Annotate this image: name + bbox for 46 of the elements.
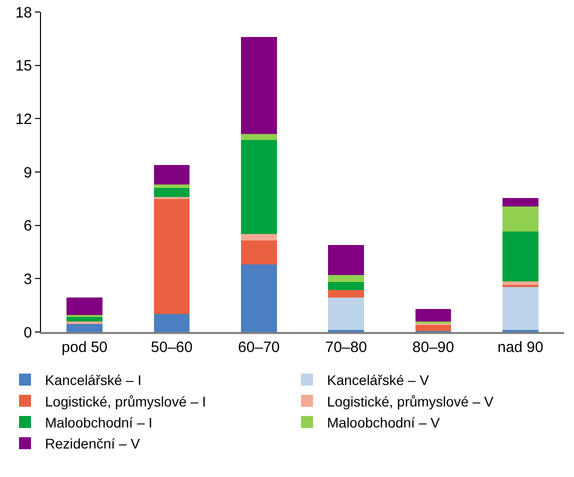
x-tick-label: 70–80 — [325, 339, 367, 356]
bar — [241, 234, 277, 240]
bar — [502, 198, 538, 207]
x-tick-label: pod 50 — [62, 339, 108, 356]
bar — [328, 244, 364, 276]
bar — [241, 36, 277, 134]
bar — [154, 314, 190, 332]
legend-label: Logistické, průmyslové – V — [327, 393, 494, 410]
y-tick-label: 15 — [15, 58, 32, 75]
legend-label: Maloobchodní – I — [45, 414, 152, 430]
x-tick-label: 60–70 — [238, 339, 280, 356]
bar — [328, 297, 364, 330]
bar — [66, 321, 102, 324]
y-tick-label: 18 — [15, 4, 32, 22]
bar — [415, 324, 452, 332]
y-tick-label: 9 — [24, 164, 32, 182]
legend-label: Maloobchodní – V — [327, 414, 441, 430]
bar — [66, 298, 102, 315]
x-tick-label: 50–60 — [150, 339, 193, 356]
bar — [154, 184, 190, 188]
y-tick-label: 3 — [24, 270, 32, 288]
bar — [241, 264, 277, 332]
bar — [154, 164, 190, 184]
x-tick-label: nad 90 — [497, 339, 544, 356]
legend-label: Rezidenční – V — [45, 436, 141, 452]
bar — [502, 206, 538, 232]
bar — [328, 275, 364, 282]
bar — [241, 240, 277, 264]
bar — [241, 134, 277, 140]
legend-label: Kancelářské – I — [45, 372, 142, 388]
x-tick-label: 80–90 — [412, 339, 454, 356]
y-tick-label: 12 — [15, 110, 32, 128]
bar — [328, 282, 364, 290]
bar — [328, 290, 364, 298]
bar — [154, 188, 190, 197]
legend-label: Logistické, průmyslové – I — [45, 393, 206, 410]
bar — [502, 286, 538, 330]
bar — [241, 140, 277, 234]
bar — [154, 198, 190, 314]
y-tick-label: 6 — [24, 218, 32, 235]
y-tick-label: 0 — [24, 324, 32, 342]
bar — [66, 316, 102, 322]
legend-label: Kancelářské – V — [327, 372, 430, 388]
bar — [502, 232, 538, 282]
bar — [502, 281, 538, 285]
bar — [415, 308, 452, 322]
